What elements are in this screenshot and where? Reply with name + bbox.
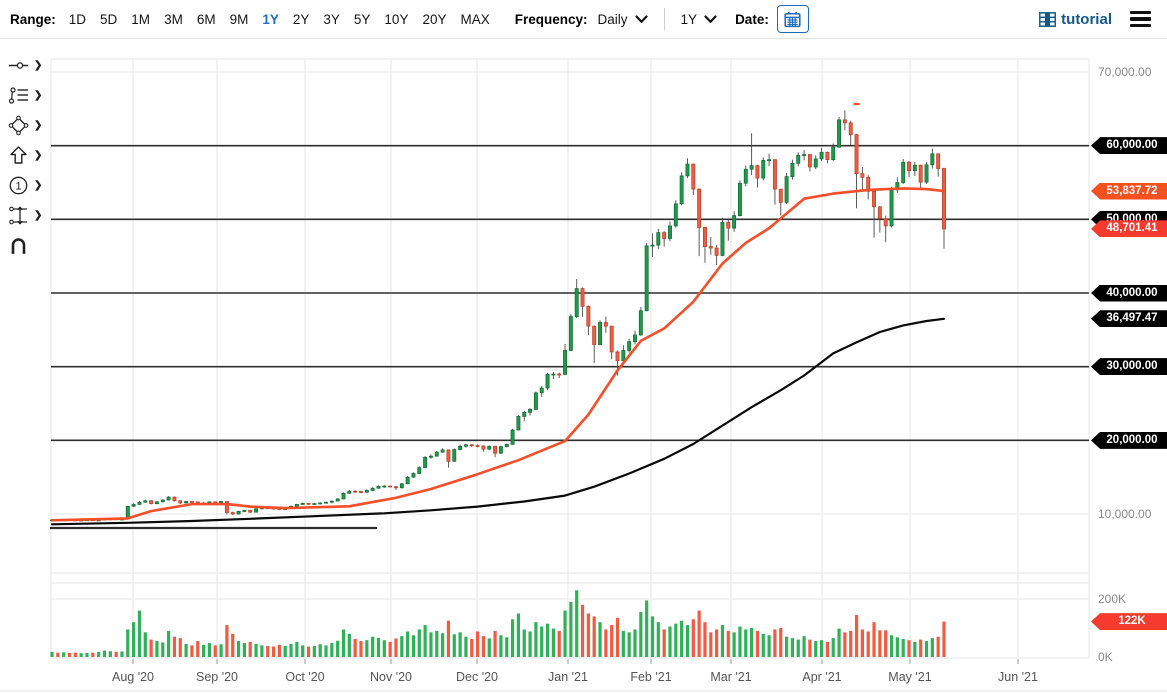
range-option-1d[interactable]: 1D bbox=[68, 11, 87, 27]
candles-layer bbox=[50, 110, 946, 522]
brand-logo[interactable]: tutorial bbox=[1039, 11, 1112, 28]
toolbar: Range: 1D 5D 1M 3M 6M 9M 1Y 2Y 3Y 5Y 10Y 20Y MAX Fre… bbox=[0, 0, 1167, 39]
x-axis-label: Sep '20 bbox=[196, 670, 238, 684]
x-axis-label: Jun '21 bbox=[998, 670, 1038, 684]
range-option-max[interactable]: MAX bbox=[460, 11, 490, 27]
ma-fast-line bbox=[50, 187, 946, 522]
x-axis-labels: Aug '20 Sep '20 Oct '20 Nov '20 Dec '20 Jan '… bbox=[112, 670, 1038, 684]
label-number-tool-icon: 1 bbox=[9, 176, 28, 194]
brand-name: tutorial bbox=[1061, 10, 1112, 28]
menu-icon bbox=[1130, 11, 1151, 15]
ma-slow-line bbox=[50, 317, 946, 526]
x-axis-label: Dec '20 bbox=[456, 670, 498, 684]
shape-tool[interactable]: ❯ bbox=[0, 110, 48, 140]
volume-layer bbox=[50, 590, 946, 657]
x-axis-label: Aug '20 bbox=[112, 670, 154, 684]
calendar-icon bbox=[784, 11, 801, 27]
x-axis-label: May '21 bbox=[888, 670, 931, 684]
chevron-right-icon: ❯ bbox=[34, 179, 43, 191]
fibonacci-tool[interactable]: ❯ bbox=[0, 80, 48, 110]
menu-button[interactable] bbox=[1128, 6, 1153, 32]
range-option-3m[interactable]: 3M bbox=[164, 11, 183, 27]
chevron-right-icon: ❯ bbox=[34, 119, 43, 131]
horizontal-line-tool-icon bbox=[9, 61, 28, 69]
drawing-tools-sidebar: ❯ ❯ ❯ ❯ 1 ❯ ❯ bbox=[0, 50, 48, 260]
arrow-tool[interactable]: ❯ bbox=[0, 140, 48, 170]
x-axis-label: Apr '21 bbox=[802, 670, 841, 684]
chevron-right-icon: ❯ bbox=[34, 209, 43, 221]
range-option-6m[interactable]: 6M bbox=[196, 11, 216, 27]
label-number-tool[interactable]: 1 ❯ bbox=[0, 170, 48, 200]
range-option-3y[interactable]: 3Y bbox=[323, 11, 340, 27]
chevron-right-icon: ❯ bbox=[34, 59, 43, 71]
range-label: Range: bbox=[10, 11, 56, 27]
range-option-20y[interactable]: 20Y bbox=[422, 11, 447, 27]
period-dropdown[interactable]: 1Y bbox=[677, 8, 722, 31]
range-option-5y[interactable]: 5Y bbox=[353, 11, 371, 27]
x-axis-label: Oct '20 bbox=[285, 670, 324, 684]
chevron-right-icon: ❯ bbox=[34, 89, 43, 101]
range-selector: 1D 5D 1M 3M 6M 9M 1Y 2Y 3Y 5Y 10Y 20Y MAX bbox=[62, 8, 497, 31]
x-axis-label: Feb '21 bbox=[630, 670, 671, 684]
x-axis-label: Mar '21 bbox=[710, 670, 751, 684]
period-value: 1Y bbox=[680, 11, 698, 27]
chevron-down-icon bbox=[704, 14, 717, 23]
frequency-label: Frequency: bbox=[514, 11, 588, 27]
magnet-tool[interactable] bbox=[0, 230, 48, 260]
chevron-down-icon bbox=[634, 14, 648, 23]
range-option-9m[interactable]: 9M bbox=[229, 11, 249, 27]
fibonacci-tool-icon bbox=[8, 86, 28, 104]
frequency-dropdown[interactable]: Daily bbox=[594, 8, 652, 31]
range-option-5d[interactable]: 5D bbox=[100, 11, 118, 27]
grid-layer bbox=[0, 58, 1167, 692]
chevron-right-icon: ❯ bbox=[34, 149, 43, 161]
range-option-2y[interactable]: 2Y bbox=[292, 11, 310, 27]
frequency-value: Daily bbox=[597, 11, 628, 27]
range-option-1y[interactable]: 1Y bbox=[262, 11, 279, 27]
range-option-10y[interactable]: 10Y bbox=[384, 11, 409, 27]
x-axis-label: Nov '20 bbox=[370, 670, 412, 684]
annotation-lines-layer bbox=[50, 144, 1089, 530]
horizontal-line-tool[interactable]: ❯ bbox=[0, 50, 48, 80]
magnet-tool-icon bbox=[11, 237, 26, 254]
measure-tool-icon bbox=[9, 206, 27, 224]
overlays-layer bbox=[50, 103, 946, 526]
toolbar-divider bbox=[663, 8, 665, 30]
x-axis-label: Jan '21 bbox=[548, 670, 588, 684]
date-picker-button[interactable] bbox=[776, 5, 809, 33]
date-label: Date: bbox=[735, 11, 769, 27]
shape-tool-icon bbox=[8, 115, 29, 135]
range-option-1m[interactable]: 1M bbox=[131, 11, 151, 27]
svg-text:1: 1 bbox=[15, 180, 21, 192]
grid-logo-icon bbox=[1039, 11, 1057, 27]
measure-tool[interactable]: ❯ bbox=[0, 200, 48, 230]
arrow-tool-icon bbox=[10, 145, 27, 164]
